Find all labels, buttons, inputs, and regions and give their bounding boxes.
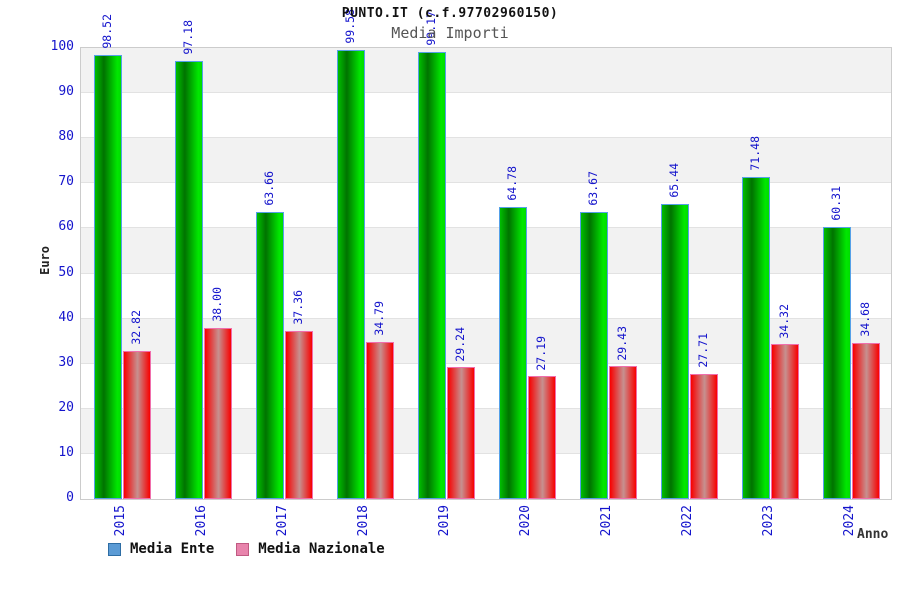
y-tick-label: 60 — [58, 219, 74, 235]
bar-media-nazionale-2017 — [284, 330, 313, 499]
x-tick-label-2018: 2018 — [355, 505, 371, 537]
bar-value-label: 34.32 — [776, 303, 791, 339]
bar-value-label: 60.31 — [828, 186, 843, 222]
y-tick-label: 30 — [58, 354, 74, 370]
plot-area: 98.52 32.82 97.18 38.00 63.66 37.36 99.58 34.79… — [80, 9, 892, 500]
x-tick-label-2022: 2022 — [679, 505, 695, 537]
grid-band — [81, 48, 891, 94]
bar-media-ente-2018 — [336, 49, 365, 499]
y-tick-label: 10 — [58, 444, 74, 460]
x-tick-label-2023: 2023 — [760, 505, 776, 537]
bar-value-label: 37.36 — [290, 289, 305, 325]
gridline — [81, 407, 891, 409]
gridline — [81, 137, 891, 139]
legend-item-media-ente: Media Ente — [108, 541, 214, 557]
bar-media-nazionale-2022 — [689, 374, 718, 499]
bar-value-label: 63.67 — [585, 171, 600, 206]
bar-media-ente-2024 — [822, 227, 851, 499]
gridline — [81, 227, 891, 229]
grid-band — [81, 408, 891, 454]
bar-media-nazionale-2023 — [770, 344, 799, 499]
bar-value-label: 29.43 — [614, 325, 629, 361]
x-tick-label-2024: 2024 — [841, 505, 857, 537]
x-tick-label-2021: 2021 — [598, 505, 614, 537]
legend: Media Ente Media Nazionale — [108, 541, 407, 557]
bar-media-ente-2021 — [579, 211, 608, 499]
bar-media-ente-2015 — [93, 54, 122, 499]
gridline — [81, 182, 891, 184]
bar-media-ente-2016 — [174, 60, 203, 499]
legend-label-media-nazionale: Media Nazionale — [258, 541, 385, 557]
x-tick-label-2019: 2019 — [436, 505, 452, 537]
x-axis-label: Anno — [857, 527, 889, 542]
y-tick-label: 90 — [58, 84, 74, 100]
bar-media-nazionale-2021 — [608, 366, 637, 499]
bar-media-nazionale-2019 — [446, 367, 475, 499]
x-tick-label-2016: 2016 — [193, 505, 209, 537]
x-tick-label-2020: 2020 — [517, 505, 533, 537]
bar-media-ente-2020 — [498, 206, 527, 499]
bar-value-label: 38.00 — [209, 287, 224, 322]
bar-media-nazionale-2015 — [122, 350, 151, 499]
bar-value-label: 65.44 — [666, 163, 681, 198]
grid-band — [81, 318, 891, 364]
bar-value-label: 34.79 — [371, 301, 386, 337]
gridline — [81, 272, 891, 274]
grid-band — [81, 363, 891, 409]
gridline — [81, 452, 891, 454]
grid-band — [81, 273, 891, 319]
bar-value-label: 32.82 — [128, 310, 143, 345]
bar-value-label: 27.19 — [533, 335, 548, 371]
bar-value-label: 34.68 — [857, 301, 872, 337]
gridline — [81, 362, 891, 364]
y-tick-label: 80 — [58, 129, 74, 145]
bar-value-label: 71.48 — [747, 136, 762, 171]
grid-band — [81, 183, 891, 229]
gridline — [81, 92, 891, 94]
bar-media-nazionale-2016 — [203, 327, 232, 499]
bar-media-ente-2019 — [417, 51, 446, 499]
bar-media-ente-2023 — [741, 176, 770, 499]
bar-media-nazionale-2024 — [851, 342, 880, 499]
x-tick-label-2017: 2017 — [274, 505, 290, 537]
legend-swatch-media-nazionale — [236, 542, 250, 556]
chart-title: PUNTO.IT (c.f.97702960150) — [341, 6, 559, 21]
bar-value-label: 64.78 — [504, 166, 519, 201]
y-tick-label: 0 — [66, 490, 74, 505]
grid-band — [81, 453, 891, 499]
bar-media-ente-2022 — [660, 203, 689, 499]
bar-media-nazionale-2018 — [365, 342, 394, 499]
legend-label-media-ente: Media Ente — [130, 541, 215, 557]
grid-band — [81, 93, 891, 139]
y-tick-label: 20 — [58, 399, 74, 415]
y-tick-label: 40 — [58, 309, 74, 325]
bar-media-nazionale-2020 — [527, 376, 556, 499]
grid-band — [81, 228, 891, 274]
legend-swatch-media-ente — [108, 542, 121, 556]
y-tick-label: 100 — [50, 39, 74, 54]
grid-band — [81, 138, 891, 184]
y-tick-label: 70 — [58, 174, 74, 190]
gridline — [81, 317, 891, 319]
bar-value-label: 27.71 — [695, 333, 710, 369]
chart-subtitle: Media Importi — [391, 24, 509, 42]
bar-value-label: 63.66 — [261, 171, 276, 206]
bar-media-ente-2017 — [255, 211, 284, 499]
legend-item-media-nazionale: Media Nazionale — [236, 541, 385, 557]
y-tick-label: 50 — [58, 264, 74, 280]
x-tick-label-2015: 2015 — [112, 505, 128, 537]
bar-value-label: 29.24 — [452, 326, 467, 362]
